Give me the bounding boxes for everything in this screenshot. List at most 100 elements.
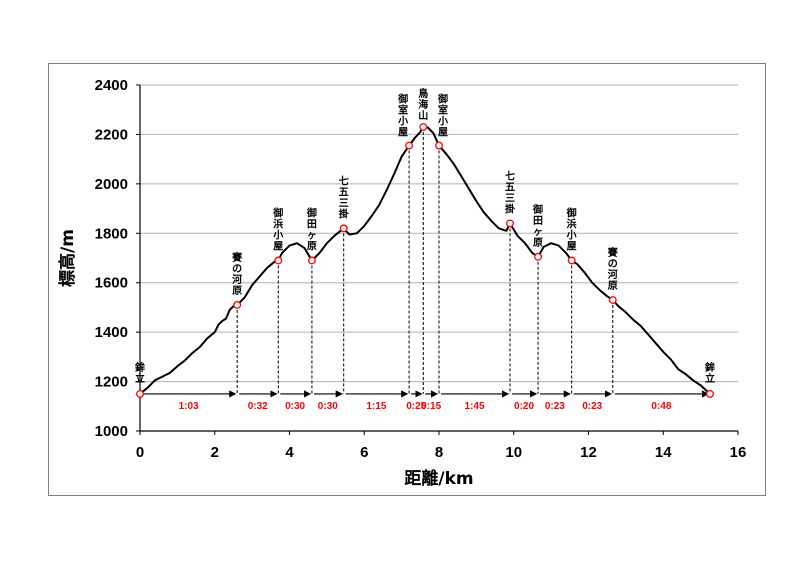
waypoint-label-char: 七: [505, 169, 515, 182]
waypoint-label-char: 屋: [438, 127, 448, 139]
waypoint-label-char: 原: [608, 280, 618, 292]
segment-time-label: 1:15: [366, 401, 386, 412]
waypoint-label-char: 原: [533, 237, 543, 249]
waypoint-label-char: 山: [418, 109, 428, 122]
waypoint-label-char: 御: [306, 206, 317, 219]
waypoint-marker: [567, 256, 576, 265]
waypoint-markers: [136, 123, 714, 398]
y-tick-label: 2000: [95, 176, 128, 193]
waypoint-label-char: 御: [397, 93, 408, 106]
segment-time-label: 1:45: [464, 401, 484, 412]
waypoint-label-char: 七: [339, 174, 349, 187]
waypoint-label: 御室小屋: [437, 93, 448, 139]
waypoint-label-char: 御: [532, 203, 543, 216]
waypoint-label: 御浜小屋: [272, 206, 283, 252]
x-tick-label: 6: [360, 444, 368, 461]
waypoint-label-char: 室: [398, 104, 408, 117]
waypoint-marker: [405, 141, 414, 150]
waypoint-marker: [233, 301, 242, 309]
x-tick-label: 16: [730, 444, 747, 461]
axes: [136, 84, 739, 435]
chart-frame: [48, 63, 766, 496]
gridlines: [140, 84, 738, 383]
waypoint-marker: [608, 296, 617, 304]
y-tick-label: 2200: [95, 126, 128, 143]
x-tick-labels: 0 2 4 6 8 10 12 14 16: [136, 444, 747, 461]
y-tick-labels: 1000 1200 1400 1600 1800 2000 2200 2400: [95, 77, 128, 440]
waypoint-label: 御浜小屋: [566, 206, 577, 252]
waypoint-label-char: 賽: [607, 246, 619, 259]
waypoint-label-char: 原: [307, 240, 317, 252]
waypoint-label: 鉾立: [135, 361, 145, 385]
segment-time-label: 0:23: [582, 401, 602, 412]
waypoint-label-char: 海: [418, 98, 428, 111]
x-tick-label: 10: [505, 444, 522, 461]
segment-time-label: 0:30: [285, 401, 305, 412]
waypoint-marker: [339, 224, 348, 233]
waypoint-marker: [307, 256, 316, 265]
waypoint-label: 御田ヶ原: [532, 203, 543, 249]
y-axis-title: 標高/m: [57, 229, 78, 287]
waypoint-label-char: 掛: [505, 202, 516, 215]
segment-time-label: 0:20: [514, 401, 534, 412]
waypoint-marker: [419, 123, 428, 131]
x-axis-title: 距離/km: [404, 468, 473, 489]
waypoint-guide-lines: [236, 127, 614, 394]
waypoint-label-char: 鉾: [705, 361, 715, 374]
segment-time-label: 0:48: [651, 401, 671, 412]
waypoint-label-char: 鳥: [418, 87, 428, 100]
waypoint-label: 七五三掛: [505, 169, 516, 215]
waypoint-label: 七五三掛: [339, 174, 350, 220]
segment-time-label: 0:23: [545, 401, 565, 412]
waypoint-label-char: 御: [437, 93, 448, 106]
segment-time-labels: 1:03 0:32 0:30 0:30 1:15 0:250:15 1:45 0:20 0:23…: [179, 401, 672, 412]
segment-time-label: 1:03: [179, 401, 199, 412]
waypoint-label-char: 鉾: [135, 361, 145, 374]
waypoint-label: 御田ヶ原: [306, 206, 317, 252]
waypoint-label: 賽の河原: [607, 246, 619, 292]
elevation-series-line: [139, 126, 711, 395]
waypoint-label-char: 三: [505, 192, 515, 204]
y-tick-label: 1800: [95, 225, 128, 242]
waypoint-label-char: 田: [533, 215, 543, 227]
waypoint-marker: [706, 389, 714, 398]
segment-time-label: 0:25: [406, 401, 426, 412]
waypoint-label-char: 屋: [567, 240, 577, 252]
segment-time-label: 0:15: [421, 401, 441, 412]
x-tick-label: 0: [136, 444, 144, 461]
waypoint-label-char: 立: [135, 372, 145, 385]
waypoint-label-char: 屋: [273, 240, 283, 252]
waypoint-label-char: 屋: [398, 127, 408, 139]
waypoint-label-char: 浜: [273, 217, 283, 230]
y-tick-label: 1400: [95, 324, 128, 341]
waypoint-label-char: 賽: [231, 251, 243, 264]
waypoint-label-char: 五: [505, 181, 515, 193]
waypoint-label-char: 原: [232, 285, 242, 297]
elevation-line: [139, 126, 711, 395]
waypoint-label: 御室小屋: [397, 93, 408, 139]
waypoint-label-char: 小: [272, 228, 283, 241]
waypoint-label-char: 小: [437, 115, 448, 128]
x-tick-label: 14: [655, 444, 672, 461]
waypoint-label-char: 三: [339, 197, 349, 209]
waypoint-marker: [506, 219, 514, 228]
x-tick-label: 12: [580, 444, 597, 461]
waypoint-label-char: 小: [397, 115, 408, 128]
waypoint-label: 鉾立: [705, 361, 715, 385]
y-tick-label: 1200: [95, 374, 128, 391]
waypoint-label-char: 河: [608, 269, 618, 281]
x-tick-label: 2: [211, 444, 219, 461]
waypoint-marker: [534, 252, 542, 261]
x-tick-label: 4: [285, 444, 294, 461]
x-tick-label: 8: [435, 444, 443, 461]
segment-time-label: 0:30: [318, 401, 338, 412]
waypoint-marker: [274, 256, 283, 265]
waypoint-label-char: 河: [232, 274, 242, 286]
waypoint-label-char: 御: [272, 206, 283, 219]
waypoint-label-char: の: [232, 264, 242, 275]
waypoint-label-char: の: [608, 259, 618, 270]
y-tick-label: 1000: [95, 423, 128, 440]
waypoint-label-char: 室: [438, 104, 448, 117]
